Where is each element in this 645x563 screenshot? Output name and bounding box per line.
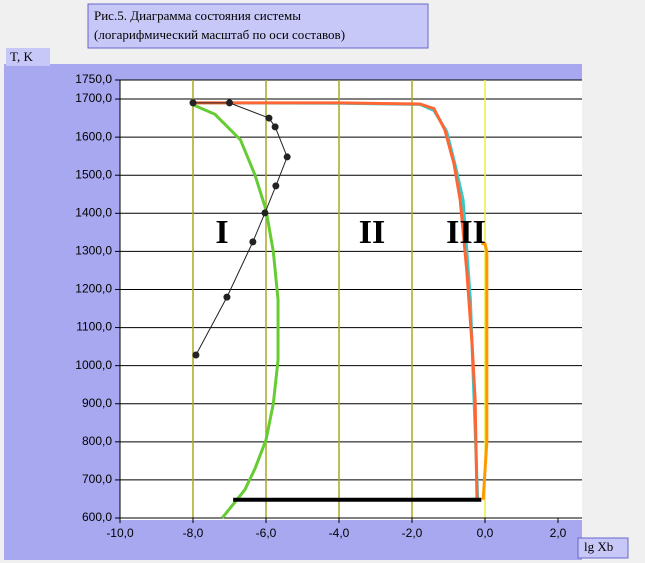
- y-tick-label: 1000,0: [75, 358, 112, 372]
- x-tick-label: -6,0: [256, 526, 277, 540]
- marker: [226, 99, 233, 107]
- y-tick-label: 1300,0: [75, 244, 112, 258]
- title-box: [87, 3, 429, 49]
- plot-area: [120, 80, 582, 520]
- y-axis-label: T, K: [10, 49, 33, 64]
- y-label-box: [6, 48, 50, 66]
- region-label: II: [359, 214, 385, 251]
- x-tick-label: -8,0: [183, 526, 204, 540]
- marker: [192, 351, 200, 359]
- series-line: [192, 103, 280, 519]
- marker: [272, 182, 280, 190]
- x-tick-label: -2,0: [402, 526, 423, 540]
- y-tick-label: 1100,0: [76, 320, 112, 334]
- marker: [261, 209, 269, 217]
- chart-subtitle: (логарифмический масштаб по оси составов…: [94, 27, 345, 42]
- marker: [223, 293, 231, 301]
- y-tick-label: 1700,0: [75, 91, 112, 105]
- x-tick-label: 2,0: [550, 526, 567, 540]
- y-tick-label: 1400,0: [75, 205, 112, 219]
- y-tick-label: 1500,0: [75, 167, 112, 181]
- y-tick-label: 1200,0: [75, 282, 112, 296]
- x-tick-label: -10,0: [106, 526, 134, 540]
- marker: [271, 123, 279, 131]
- series-line: [193, 102, 288, 356]
- marker: [283, 153, 291, 161]
- x-tick-label: -4,0: [329, 526, 350, 540]
- marker: [189, 99, 197, 107]
- series-line: [481, 242, 489, 500]
- x-axis-label: lg Xb: [584, 539, 613, 554]
- y-tick-label: 1750,0: [75, 72, 112, 86]
- series-line: [193, 101, 479, 500]
- marker: [265, 114, 273, 122]
- y-tick-label: 800,0: [82, 434, 112, 448]
- x-tick-label: 0,0: [477, 526, 494, 540]
- region-label: I: [215, 214, 228, 251]
- chart-title: Рис.5. Диаграмма состояния системы: [94, 8, 301, 23]
- x-label-box: [577, 537, 629, 559]
- y-tick-label: 700,0: [82, 472, 112, 486]
- marker: [249, 238, 257, 246]
- y-tick-label: 600,0: [82, 510, 112, 524]
- y-tick-label: 1600,0: [75, 129, 112, 143]
- y-tick-label: 900,0: [82, 396, 112, 410]
- region-label: III: [446, 214, 486, 251]
